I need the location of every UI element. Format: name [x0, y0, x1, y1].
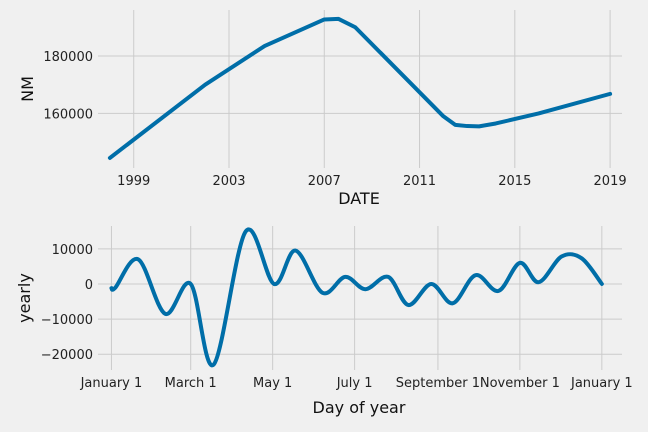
x-axis-label: DATE [338, 189, 380, 208]
y-tick-label: 0 [85, 278, 93, 293]
x-tick-label: March 1 [165, 376, 217, 391]
x-tick-label: July 1 [336, 376, 373, 391]
y-axis-label: NM [18, 76, 37, 102]
x-tick-label: 2007 [308, 174, 341, 189]
bottom-chart-yearly: January 1 March 1 May 1 July 1 September 1 No… [15, 226, 633, 417]
y-tick-label: 10000 [52, 243, 93, 258]
y-tick-label: 180000 [43, 50, 93, 65]
x-tick-label: 2003 [212, 174, 245, 189]
x-tick-label: November 1 [480, 376, 560, 391]
y-tick-label: −10000 [41, 313, 93, 328]
x-tick-label: January 1 [80, 376, 143, 391]
y-tick-label: 160000 [43, 107, 93, 122]
x-tick-label: 2015 [498, 174, 531, 189]
top-chart-nm: 1999 2003 2007 2011 2015 2019 160000 180000 DATE… [18, 10, 627, 208]
x-tick-label: 2011 [403, 174, 436, 189]
x-tick-label: September 1 [396, 376, 480, 391]
x-tick-label: 2019 [594, 174, 627, 189]
series-line [109, 227, 604, 368]
x-tick-label: 1999 [117, 174, 150, 189]
x-tick-label: May 1 [253, 376, 292, 391]
y-axis-label: yearly [15, 273, 34, 323]
y-tick-label: −20000 [41, 348, 93, 363]
series-line [107, 16, 613, 160]
x-axis-label: Day of year [313, 398, 406, 417]
x-tick-label: January 1 [570, 376, 633, 391]
